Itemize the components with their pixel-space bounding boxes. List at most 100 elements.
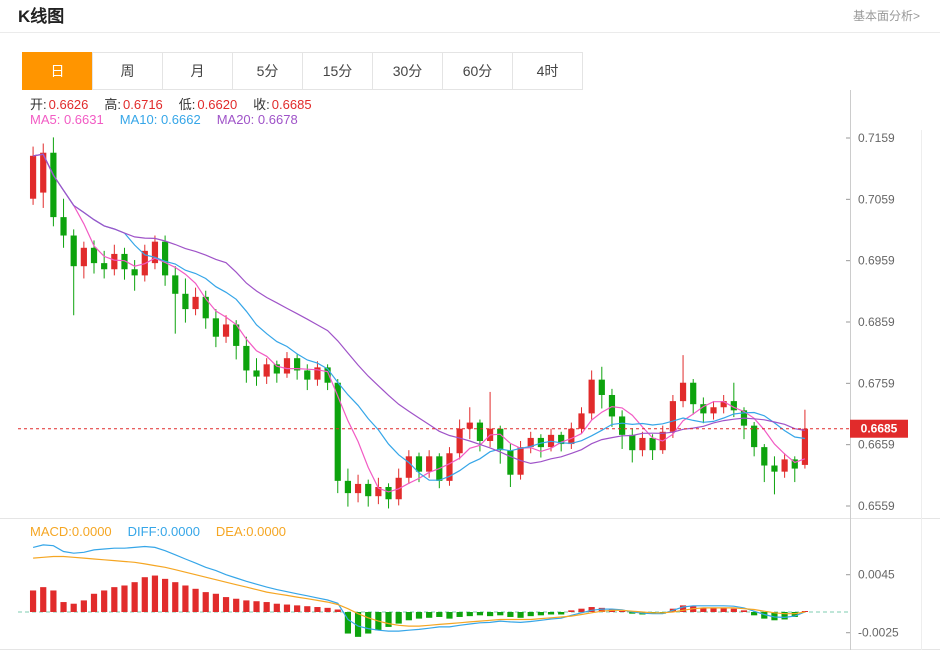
candle-body	[507, 450, 514, 475]
candlestick-chart[interactable]: 0.7159 0.7059 0.6959 0.6859 0.6759 0.6659 0.65…	[0, 90, 940, 518]
ma10-value: 0.6662	[160, 112, 201, 127]
chart-region: 0.7159 0.7059 0.6959 0.6859 0.6759 0.6659 0.65…	[0, 90, 940, 650]
macd-hist-bar	[60, 602, 67, 612]
macd-hist-bar	[537, 612, 544, 616]
candle-body	[101, 263, 108, 270]
candle-body	[730, 401, 737, 411]
macd-axis-label: 0.0045	[858, 568, 895, 582]
macd-hist-bar	[700, 607, 707, 612]
macd-axis-label: -0.0025	[858, 626, 899, 640]
macd-hist-bar	[101, 590, 108, 612]
macd-hist-bar	[354, 612, 362, 637]
candle-body	[700, 404, 707, 414]
candle-body	[426, 456, 433, 472]
macd-hist-bar	[629, 612, 636, 614]
dea-label: DEA:	[215, 524, 247, 539]
macd-hist-bar	[121, 585, 128, 612]
candle-body	[172, 275, 179, 294]
y-axis-label: 0.6959	[858, 254, 895, 268]
candle-body	[273, 364, 280, 374]
macd-hist-bar	[273, 603, 280, 612]
macd-hist-bar	[497, 612, 504, 616]
macd-hist-bar	[172, 582, 179, 612]
macd-hist-bar	[192, 588, 199, 612]
tab-4hour[interactable]: 4时	[512, 52, 583, 90]
candle-body	[60, 217, 67, 236]
candle-body	[608, 394, 616, 417]
ma-readout: MA5: 0.6631 MA10: 0.6662 MA20: 0.6678	[30, 112, 298, 127]
dea-line	[33, 555, 805, 627]
candle-body	[222, 324, 230, 337]
high-readout: 高: 0.6716	[104, 94, 162, 113]
candle-body	[446, 453, 453, 481]
candle-body	[344, 480, 352, 494]
candle-body	[761, 447, 768, 466]
ma10-label: MA10:	[119, 112, 158, 127]
macd-hist-bar	[517, 612, 524, 618]
candle-body	[80, 247, 87, 267]
candle-body	[70, 235, 77, 267]
macd-hist-bar	[182, 585, 189, 612]
ohlc-readout: 开: 0.6626 高: 0.6716 低: 0.6620 收: 0.6685	[30, 94, 312, 113]
candle-body	[649, 437, 656, 451]
macd-hist-bar	[476, 612, 484, 616]
candle-body	[263, 364, 270, 377]
fundamental-analysis-link[interactable]: 基本面分析>	[852, 9, 920, 23]
macd-hist-bar	[405, 612, 412, 621]
tab-month[interactable]: 月	[162, 52, 233, 90]
y-axis-label: 0.6659	[858, 438, 895, 452]
candle-body	[690, 382, 697, 405]
macd-hist-bar	[304, 606, 311, 612]
ma5-line	[33, 153, 806, 493]
y-axis-label: 0.7159	[858, 131, 895, 145]
candle-body	[629, 434, 636, 451]
diff-value-readout: DIFF:0.0000	[128, 524, 200, 539]
tab-5min[interactable]: 5分	[232, 52, 303, 90]
ma20-readout: MA20: 0.6678	[217, 112, 298, 127]
macd-hist-bar	[202, 592, 209, 612]
ma10-line	[33, 153, 805, 481]
diff-line	[32, 544, 806, 632]
macd-hist-bar	[588, 607, 595, 612]
candle-body	[801, 428, 809, 465]
tab-day[interactable]: 日	[22, 52, 93, 90]
tab-15min[interactable]: 15分	[302, 52, 373, 90]
macd-hist-bar	[730, 608, 737, 612]
macd-chart[interactable]: 0.0045 -0.0025	[0, 518, 940, 650]
macd-hist-bar	[507, 612, 514, 617]
y-axis-label: 0.6859	[858, 315, 895, 329]
macd-hist-bar	[131, 582, 138, 612]
candle-body	[182, 293, 189, 310]
macd-label: MACD:	[30, 524, 72, 539]
tab-week[interactable]: 周	[92, 52, 163, 90]
macd-hist-bar	[415, 612, 423, 619]
open-value: 0.6626	[48, 97, 89, 112]
candle-body	[162, 241, 169, 276]
dea-value: 0.0000	[246, 524, 287, 539]
close-label: 收:	[253, 97, 270, 112]
candle-body	[456, 428, 463, 454]
macd-hist-bar	[141, 577, 148, 612]
candle-body	[791, 459, 798, 469]
macd-hist-bar	[334, 609, 341, 612]
tab-30min[interactable]: 30分	[372, 52, 443, 90]
candle-body	[243, 345, 250, 371]
current-price-badge	[850, 419, 908, 438]
tab-60min[interactable]: 60分	[442, 52, 513, 90]
macd-hist-bar	[40, 587, 47, 612]
macd-hist-bar	[791, 612, 798, 617]
diff-value: 0.0000	[160, 524, 200, 539]
high-label: 高:	[104, 97, 122, 112]
candle-body	[294, 358, 301, 371]
candle-body	[283, 358, 291, 374]
macd-hist-bar	[80, 600, 87, 612]
candle-body	[679, 382, 687, 402]
candle-body	[405, 456, 412, 478]
candle-body	[639, 437, 646, 451]
candle-body	[669, 401, 676, 432]
close-readout: 收: 0.6685	[253, 94, 311, 113]
ma20-line	[33, 153, 805, 465]
macd-hist-bar	[90, 593, 98, 612]
candle-body	[29, 155, 37, 199]
macd-hist-bar	[578, 608, 585, 612]
